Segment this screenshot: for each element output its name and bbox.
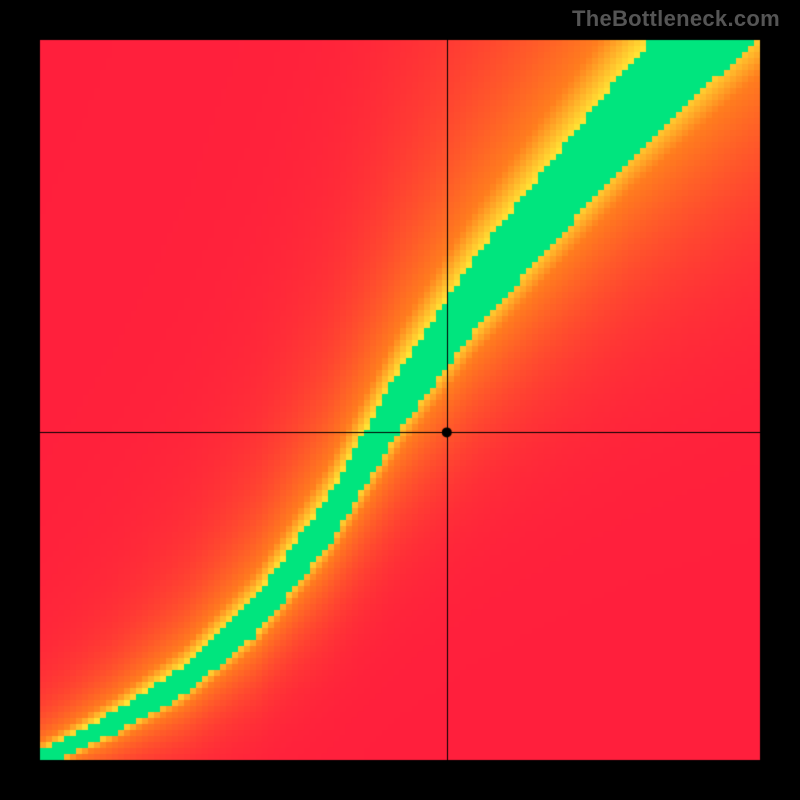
heatmap-canvas [0, 0, 800, 800]
chart-container: TheBottleneck.com [0, 0, 800, 800]
watermark-text: TheBottleneck.com [572, 6, 780, 32]
